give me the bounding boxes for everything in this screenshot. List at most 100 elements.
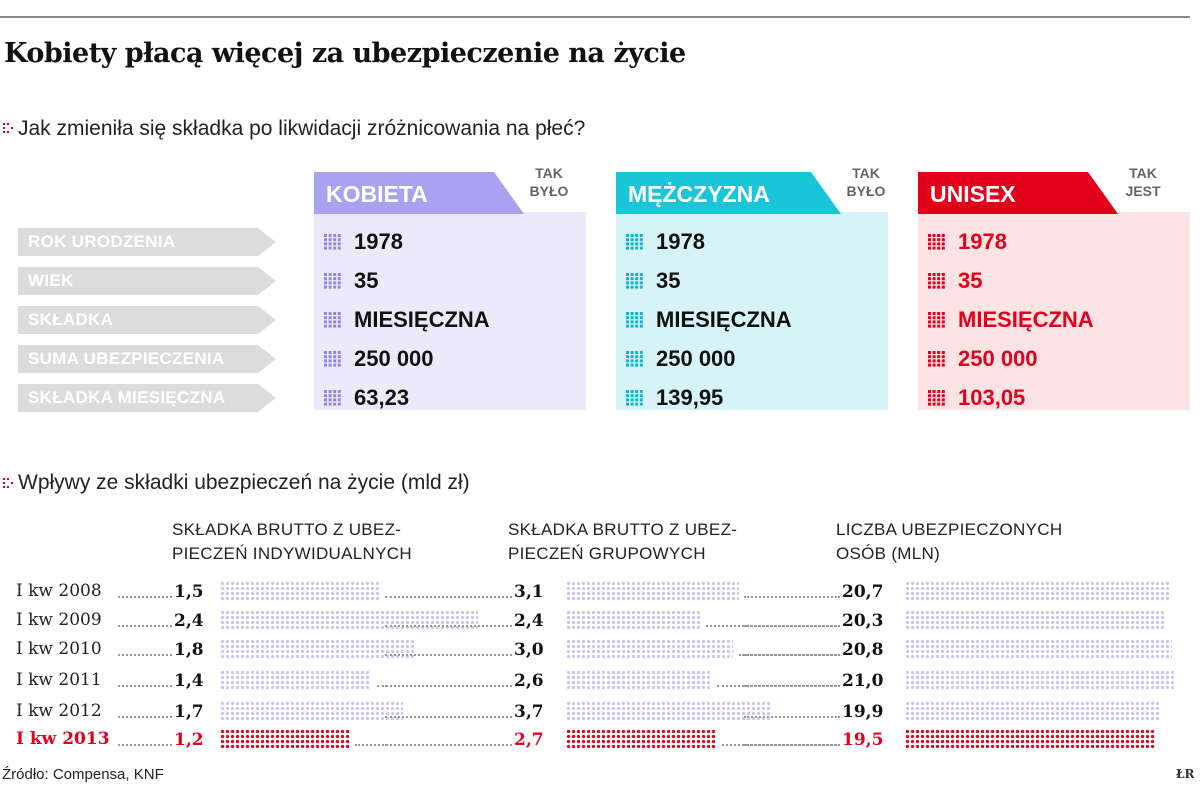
row-label: SUMA UBEZPIECZENIA xyxy=(18,345,276,373)
bar xyxy=(220,701,403,721)
tak-label: TAK JEST xyxy=(1108,164,1178,200)
value-text: 250 000 xyxy=(656,346,736,371)
top-rule xyxy=(0,16,1190,18)
row-label: ROK URODZENIA xyxy=(18,228,276,256)
leader-dots xyxy=(744,625,840,627)
leader-dots xyxy=(385,685,512,687)
row-label: SKŁADKA MIESIĘCZNA xyxy=(18,384,276,412)
panel-body xyxy=(918,212,1190,410)
bar xyxy=(905,729,1156,749)
leader-dots xyxy=(118,685,172,687)
leader-dots xyxy=(385,596,512,598)
bar xyxy=(220,670,371,690)
tak-line2: BYŁO xyxy=(846,183,886,199)
leader-dots xyxy=(118,654,172,656)
publisher-logo: ŁR xyxy=(1176,767,1195,781)
data-label: 2,7 xyxy=(514,730,544,750)
bar xyxy=(905,639,1172,659)
leader-dots xyxy=(118,716,172,718)
tak-line2: BYŁO xyxy=(529,183,569,199)
section1-title: Jak zmieniła się składka po likwidacji z… xyxy=(18,117,586,140)
leader-dots xyxy=(385,654,512,656)
panel-header: UNISEX xyxy=(918,172,1118,214)
series-label: SKŁADKA BRUTTO Z UBEZ- xyxy=(508,520,738,539)
series-label: OSÓB (MLN) xyxy=(836,544,941,563)
leader-dots xyxy=(744,596,840,598)
tak-label: TAK BYŁO xyxy=(514,164,584,200)
leader-dots xyxy=(385,716,512,718)
tak-line1: TAK xyxy=(1129,165,1157,181)
section-marker-icon xyxy=(3,123,13,133)
value-text: 139,95 xyxy=(656,385,724,410)
bar xyxy=(566,639,733,659)
category-label: I kw 2013 xyxy=(16,729,110,749)
tak-line2: JEST xyxy=(1125,183,1161,199)
series-label: LICZBA UBEZPIECZONYCH xyxy=(836,520,1063,539)
data-label: 2,6 xyxy=(514,671,544,691)
value-text: 250 000 xyxy=(354,346,434,371)
value-text: 35 xyxy=(958,268,983,293)
dot-grid-icon xyxy=(626,351,643,367)
bar xyxy=(566,581,739,601)
dot-grid-icon xyxy=(626,312,643,328)
leader-dots xyxy=(744,716,840,718)
series-label: SKŁADKA BRUTTO Z UBEZ- xyxy=(172,520,402,539)
dot-grid-icon xyxy=(626,234,643,250)
category-label: I kw 2009 xyxy=(16,610,102,630)
section-marker-icon xyxy=(3,478,13,488)
value-text: 35 xyxy=(354,268,379,293)
leader-dots xyxy=(744,685,840,687)
value-text: 250 000 xyxy=(958,346,1038,371)
panel-unisex: UNISEX TAK JEST 1978 35 MIESIĘCZNA 250 000 103,… xyxy=(918,165,1190,410)
data-label: 1,7 xyxy=(174,702,204,722)
dot-grid-icon xyxy=(626,390,643,406)
leader-dots xyxy=(744,744,840,746)
leader-dots xyxy=(385,744,512,746)
value-text: 1978 xyxy=(958,229,1007,254)
value-text: 103,05 xyxy=(958,385,1026,410)
value-text: 63,23 xyxy=(354,385,410,410)
leader-dots xyxy=(118,744,172,746)
data-label: 2,4 xyxy=(514,611,544,631)
panel-mezczyzna: MĘŻCZYZNA TAK BYŁO 1978 35 MIESIĘCZNA 250 000 1… xyxy=(616,165,888,410)
panel-header: KOBIETA xyxy=(314,172,524,214)
dot-grid-icon xyxy=(324,390,341,406)
bar xyxy=(905,670,1175,690)
tak-line1: TAK xyxy=(852,165,880,181)
value-text: 1978 xyxy=(656,229,705,254)
data-label: 2,4 xyxy=(174,611,204,631)
data-label: 19,9 xyxy=(842,702,884,722)
series-label: PIECZEŃ GRUPOWYCH xyxy=(508,544,706,563)
dot-grid-icon xyxy=(928,390,945,406)
dot-grid-icon xyxy=(324,351,341,367)
series-label: PIECZEŃ INDYWIDUALNYCH xyxy=(172,544,412,563)
leader-dots xyxy=(118,596,172,598)
category-label: I kw 2012 xyxy=(16,701,102,721)
panel-body xyxy=(616,212,888,410)
data-label: 20,8 xyxy=(842,640,884,660)
data-label: 1,5 xyxy=(174,582,204,602)
panel-header: MĘŻCZYZNA xyxy=(616,172,841,214)
bar xyxy=(220,581,381,601)
bar xyxy=(566,701,772,721)
dot-grid-icon xyxy=(928,273,945,289)
bar xyxy=(566,670,711,690)
data-label: 3,0 xyxy=(514,640,544,660)
leader-dots xyxy=(744,654,840,656)
bar xyxy=(905,701,1161,721)
data-label: 20,3 xyxy=(842,611,884,631)
value-text: 35 xyxy=(656,268,681,293)
data-label: 21,0 xyxy=(842,671,884,691)
data-label: 3,1 xyxy=(514,582,544,602)
dot-grid-icon xyxy=(626,273,643,289)
bar xyxy=(905,610,1166,630)
data-label: 20,7 xyxy=(842,582,884,602)
bar xyxy=(220,729,349,749)
value-text: MIESIĘCZNA xyxy=(958,307,1094,332)
dot-grid-icon xyxy=(928,234,945,250)
source-note: Źródło: Compensa, KNF xyxy=(2,766,164,783)
tak-label: TAK BYŁO xyxy=(831,164,901,200)
row-label: SKŁADKA xyxy=(18,306,276,334)
value-text: MIESIĘCZNA xyxy=(656,307,792,332)
page-title: Kobiety płacą więcej za ubezpieczenie na… xyxy=(4,38,686,69)
